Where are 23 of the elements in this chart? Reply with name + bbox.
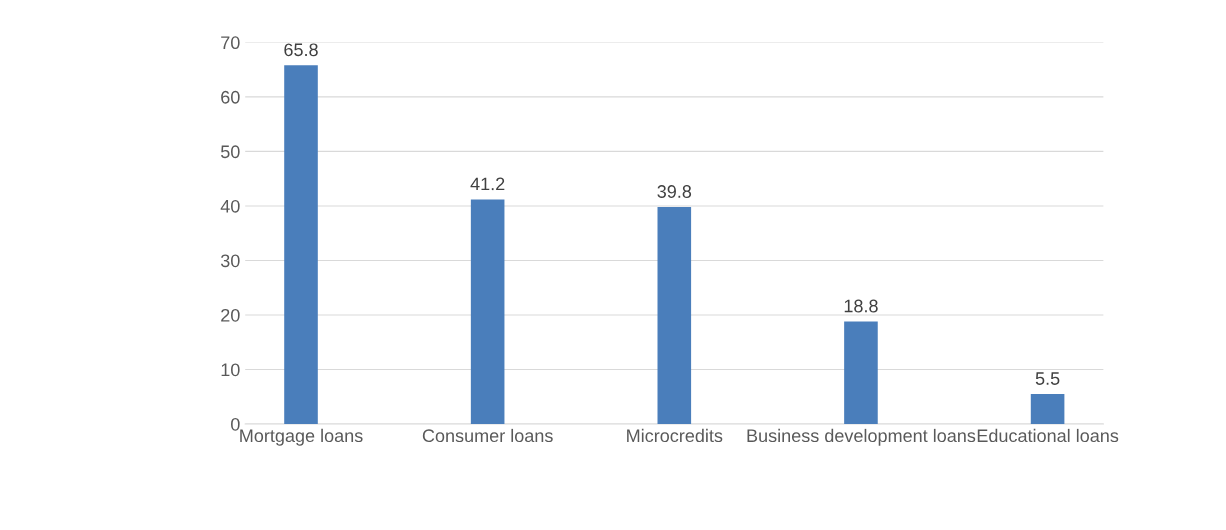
y-tick-label: 60 <box>221 90 240 104</box>
x-tick-label: Business development loans <box>747 428 976 446</box>
x-tick-label: Microcredits <box>627 428 723 443</box>
data-label: 65.8 <box>284 43 318 57</box>
bar <box>657 207 692 424</box>
x-tick-label: Educational loans <box>977 428 1119 443</box>
bar <box>844 321 878 424</box>
y-tick-label: 70 <box>221 36 240 50</box>
data-label: 18.8 <box>844 299 878 313</box>
bar <box>1030 394 1065 424</box>
y-tick-label: 30 <box>220 254 240 268</box>
data-label: 39.8 <box>657 185 692 198</box>
x-tick-label: Consumer loans <box>422 428 553 443</box>
y-tick-label: 20 <box>221 308 240 322</box>
y-tick-label: 0 <box>231 417 240 431</box>
x-tick-label: Mortgage loans <box>240 428 363 446</box>
y-tick-label: 50 <box>220 145 240 159</box>
data-label: 5.5 <box>1035 372 1060 385</box>
bar <box>470 199 505 424</box>
data-label: 41.2 <box>470 177 505 191</box>
y-tick-label: 10 <box>221 363 240 377</box>
y-tick-label: 40 <box>220 199 240 213</box>
bar <box>284 65 318 424</box>
